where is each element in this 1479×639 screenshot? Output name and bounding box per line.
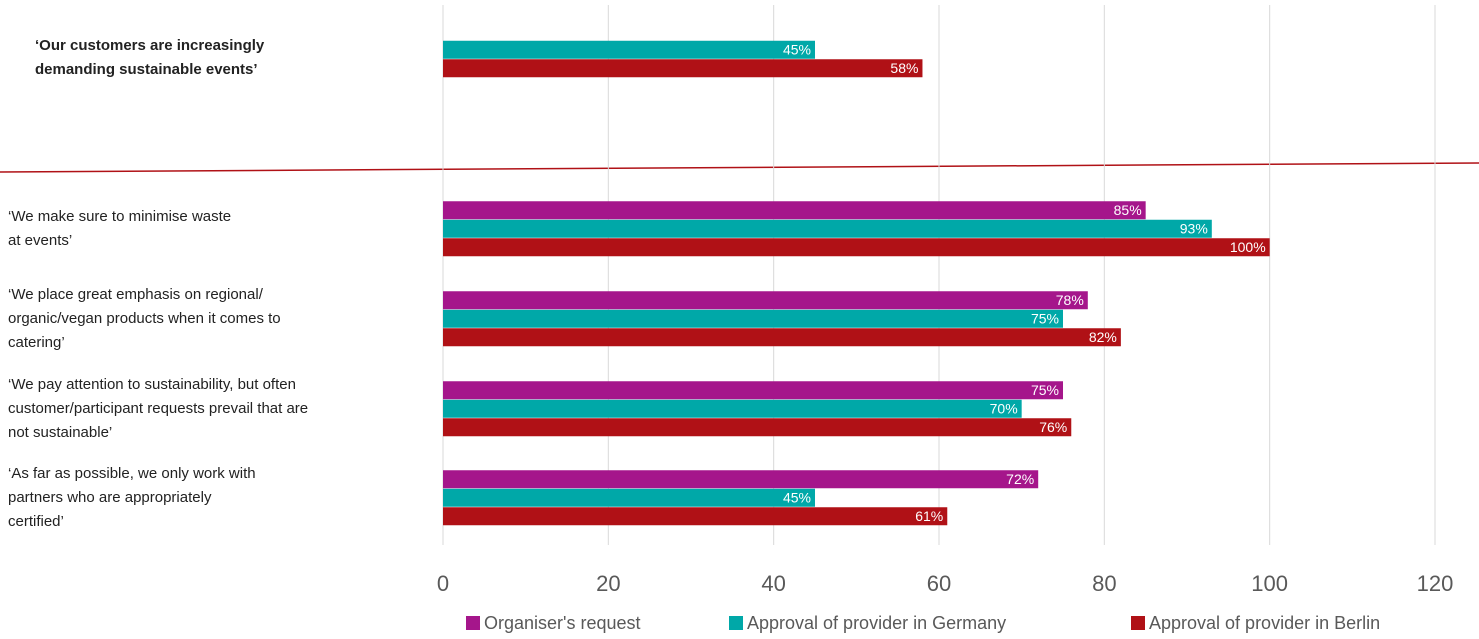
bar	[443, 40, 815, 59]
bar	[443, 309, 1063, 328]
value-label: 82%	[1089, 329, 1117, 345]
value-label: 58%	[890, 60, 918, 76]
legend-label: Approval of provider in Germany	[747, 613, 1006, 633]
value-label: 75%	[1031, 382, 1059, 398]
legend-swatch	[466, 616, 480, 630]
x-tick-label: 80	[1092, 571, 1116, 596]
bar	[443, 201, 1146, 220]
legend-label: Organiser's request	[484, 613, 641, 633]
value-label: 93%	[1180, 221, 1208, 237]
value-label: 76%	[1039, 419, 1067, 435]
value-label: 78%	[1056, 292, 1084, 308]
bar	[443, 328, 1121, 347]
bar	[443, 418, 1072, 437]
bar	[443, 381, 1063, 400]
value-label: 45%	[783, 42, 811, 58]
x-tick-label: 100	[1251, 571, 1288, 596]
x-tick-label: 60	[927, 571, 951, 596]
category-label: ‘We place great emphasis on regional/org…	[8, 286, 281, 351]
value-label: 100%	[1230, 239, 1266, 255]
separator	[0, 162, 1479, 173]
x-tick-label: 40	[761, 571, 785, 596]
x-tick-label: 120	[1417, 571, 1454, 596]
category-label: ‘We make sure to minimise waste at events…	[8, 208, 231, 249]
value-label: 75%	[1031, 311, 1059, 327]
value-label: 72%	[1006, 471, 1034, 487]
bar	[443, 488, 815, 507]
value-label: 85%	[1114, 202, 1142, 218]
bar	[443, 291, 1088, 310]
x-tick-label: 20	[596, 571, 620, 596]
bar	[443, 470, 1039, 489]
value-label: 61%	[915, 508, 943, 524]
category-label: ‘As far as possible, we only work with pa…	[8, 465, 256, 530]
category-label: ‘Our customers are increasingly demanding…	[35, 37, 265, 78]
legend-swatch	[729, 616, 743, 630]
legend-swatch	[1131, 616, 1145, 630]
value-label: 45%	[783, 490, 811, 506]
bar	[443, 59, 923, 78]
bar	[443, 507, 948, 526]
x-tick-label: 0	[437, 571, 449, 596]
bar	[443, 399, 1022, 418]
category-label: ‘We pay attention to sustainability, but…	[8, 376, 308, 441]
value-label: 70%	[990, 401, 1018, 417]
legend-label: Approval of provider in Berlin	[1149, 613, 1380, 633]
bar	[443, 219, 1212, 238]
bar	[443, 238, 1270, 257]
